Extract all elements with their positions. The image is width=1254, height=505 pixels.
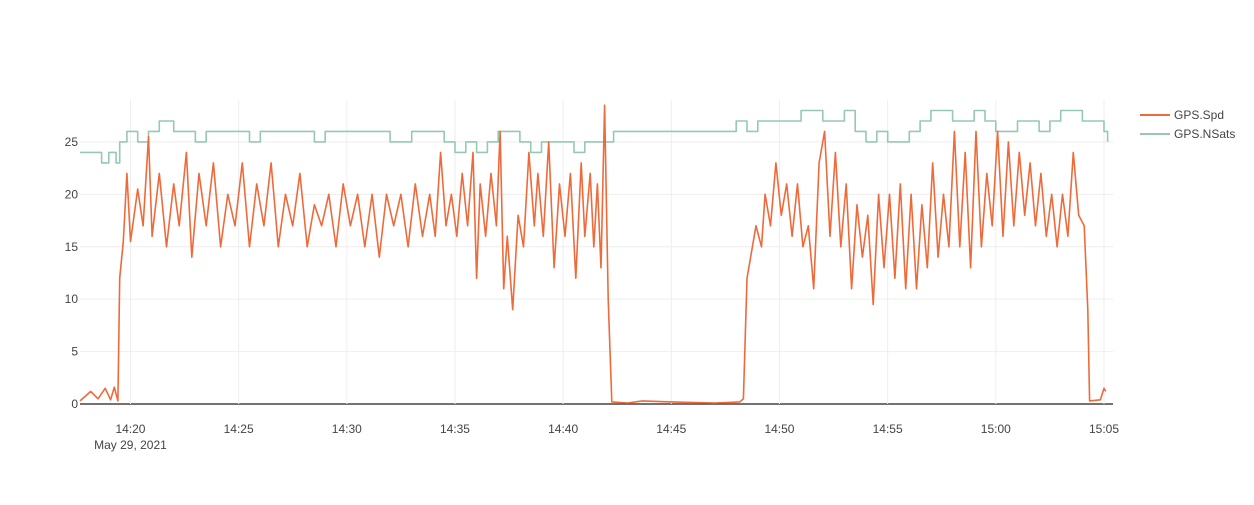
x-tick-label: 14:45 (656, 422, 686, 436)
x-tick-label: 14:20 (115, 422, 145, 436)
series-lines (79, 104, 1109, 404)
grid (80, 100, 1113, 405)
y-tick-label: 0 (71, 397, 78, 411)
series-line-gps-spd (79, 104, 1107, 404)
y-tick-label: 5 (71, 345, 78, 359)
y-tick-label: 15 (65, 240, 79, 254)
x-tick-label: 14:30 (332, 422, 362, 436)
x-tick-label: 15:05 (1089, 422, 1119, 436)
series-line-gps-nsats (80, 109, 1109, 164)
legend[interactable]: GPS.Spd GPS.NSats (1140, 108, 1235, 141)
x-tick-label: 14:35 (440, 422, 470, 436)
x-tick-label: 14:50 (764, 422, 794, 436)
y-tick-label: 20 (65, 187, 79, 201)
axes: 0 5 10 15 20 25 14:20 14:25 14:30 14:35 14:40 14:4… (65, 135, 1120, 452)
x-axis-date-label: May 29, 2021 (94, 438, 167, 452)
y-axis-tick-labels: 0 5 10 15 20 25 (65, 135, 79, 411)
legend-item-gps-nsats[interactable]: GPS.NSats (1140, 127, 1235, 141)
y-tick-label: 10 (65, 292, 79, 306)
x-tick-label: 15:00 (981, 422, 1011, 436)
y-tick-label: 25 (65, 135, 79, 149)
legend-label: GPS.Spd (1174, 108, 1224, 122)
x-axis-tick-labels: 14:20 14:25 14:30 14:35 14:40 14:45 14:50 14:55… (115, 422, 1119, 436)
legend-label: GPS.NSats (1174, 127, 1235, 141)
legend-item-gps-spd[interactable]: GPS.Spd (1140, 108, 1224, 122)
x-tick-label: 14:25 (224, 422, 254, 436)
x-tick-label: 14:40 (548, 422, 578, 436)
x-tick-label: 14:55 (873, 422, 903, 436)
